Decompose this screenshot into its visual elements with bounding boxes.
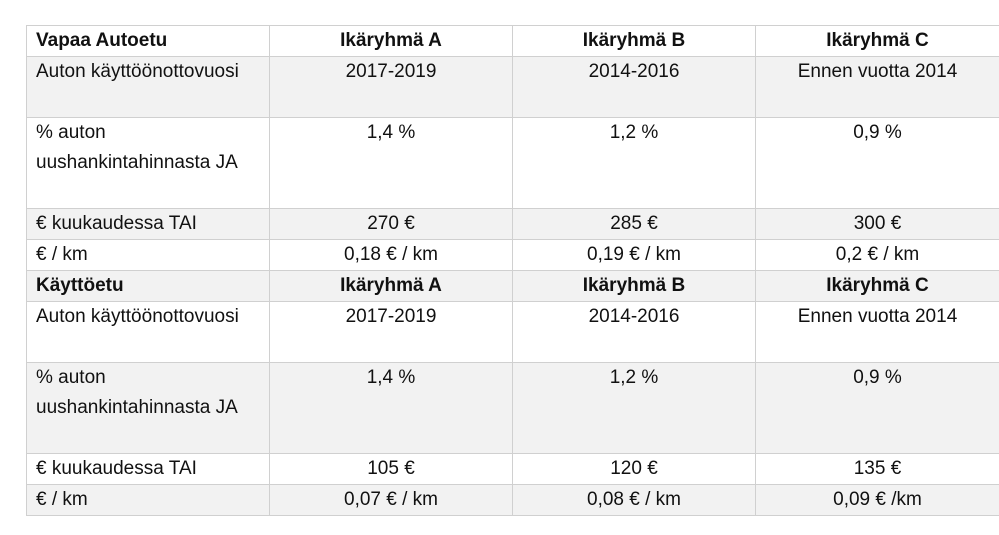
table-row: € kuukaudessa TAI 105 € 120 € 135 € — [26, 453, 999, 485]
row-label: % auton uushankintahinnasta JA — [26, 117, 270, 209]
table-cell: 120 € — [512, 453, 756, 485]
row-label: Auton käyttöönottovuosi — [26, 301, 270, 363]
table-cell: 0,19 € / km — [512, 239, 756, 271]
row-label: % auton uushankintahinnasta JA — [26, 362, 270, 454]
table-cell: 2014-2016 — [512, 56, 756, 118]
table-cell: Ennen vuotta 2014 — [755, 301, 999, 363]
table-cell: 270 € — [269, 208, 513, 240]
table-cell: Ennen vuotta 2014 — [755, 56, 999, 118]
row-label: Auton käyttöönottovuosi — [26, 56, 270, 118]
use-car-section-title: Käyttöetu — [26, 270, 270, 302]
table-cell: 0,9 % — [755, 362, 999, 454]
table-cell: 300 € — [755, 208, 999, 240]
table-cell: 1,2 % — [512, 362, 756, 454]
table-cell: 1,4 % — [269, 117, 513, 209]
column-header-group-a: Ikäryhmä A — [269, 270, 513, 302]
car-benefit-table: Vapaa Autoetu Ikäryhmä A Ikäryhmä B Ikär… — [26, 25, 999, 516]
table-row: € kuukaudessa TAI 270 € 285 € 300 € — [26, 208, 999, 240]
table-row: € / km 0,18 € / km 0,19 € / km 0,2 € / k… — [26, 239, 999, 271]
column-header-group-b: Ikäryhmä B — [512, 270, 756, 302]
table-cell: 2014-2016 — [512, 301, 756, 363]
table-cell: 285 € — [512, 208, 756, 240]
free-car-section-title: Vapaa Autoetu — [26, 25, 270, 57]
column-header-group-b: Ikäryhmä B — [512, 25, 756, 57]
table-cell: 0,09 € /km — [755, 484, 999, 516]
table-cell: 0,2 € / km — [755, 239, 999, 271]
table-row: % auton uushankintahinnasta JA 1,4 % 1,2… — [26, 362, 999, 454]
table-row: Auton käyttöönottovuosi 2017-2019 2014-2… — [26, 301, 999, 363]
table-cell: 1,4 % — [269, 362, 513, 454]
row-label: € kuukaudessa TAI — [26, 453, 270, 485]
table-cell: 105 € — [269, 453, 513, 485]
table-row: % auton uushankintahinnasta JA 1,4 % 1,2… — [26, 117, 999, 209]
table-cell: 2017-2019 — [269, 56, 513, 118]
row-label: € kuukaudessa TAI — [26, 208, 270, 240]
table-cell: 135 € — [755, 453, 999, 485]
column-header-group-c: Ikäryhmä C — [755, 270, 999, 302]
use-car-header-row: Käyttöetu Ikäryhmä A Ikäryhmä B Ikäryhmä… — [26, 270, 999, 302]
free-car-header-row: Vapaa Autoetu Ikäryhmä A Ikäryhmä B Ikär… — [26, 25, 999, 57]
table-row: € / km 0,07 € / km 0,08 € / km 0,09 € /k… — [26, 484, 999, 516]
table-cell: 1,2 % — [512, 117, 756, 209]
table-cell: 0,18 € / km — [269, 239, 513, 271]
row-label: € / km — [26, 484, 270, 516]
table-cell: 0,08 € / km — [512, 484, 756, 516]
row-label: € / km — [26, 239, 270, 271]
column-header-group-c: Ikäryhmä C — [755, 25, 999, 57]
table-cell: 0,07 € / km — [269, 484, 513, 516]
table-row: Auton käyttöönottovuosi 2017-2019 2014-2… — [26, 56, 999, 118]
table-cell: 2017-2019 — [269, 301, 513, 363]
table-cell: 0,9 % — [755, 117, 999, 209]
column-header-group-a: Ikäryhmä A — [269, 25, 513, 57]
